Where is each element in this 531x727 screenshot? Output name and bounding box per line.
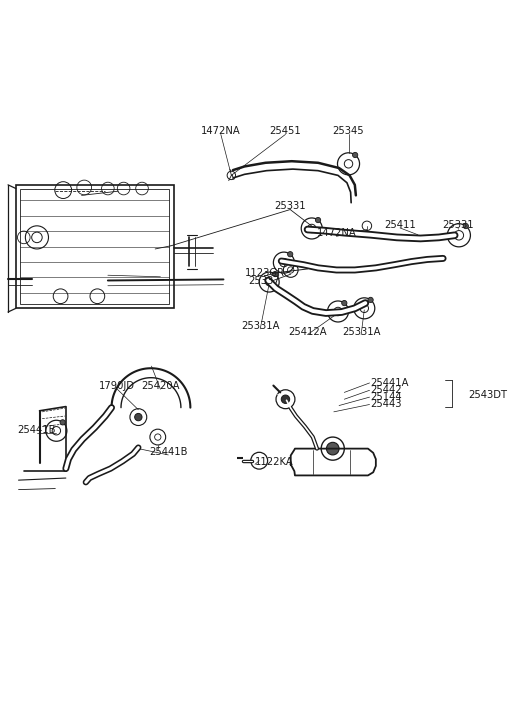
Text: 25420A: 25420A [141,381,179,391]
Circle shape [353,153,358,158]
Bar [20,189,169,304]
Circle shape [135,414,142,421]
Text: 25144: 25144 [371,392,402,402]
Bar [16,185,174,308]
Text: 25331A: 25331A [241,321,279,331]
Circle shape [276,390,295,409]
Text: 25331A: 25331A [342,327,380,337]
Circle shape [272,271,278,277]
Text: 25441A: 25441A [371,378,409,388]
Text: 2543DT: 2543DT [468,390,507,400]
Text: 25331: 25331 [442,220,474,230]
Text: 25412A: 25412A [288,327,327,337]
Text: 25443: 25443 [371,399,402,409]
Circle shape [281,395,290,403]
Text: 25345: 25345 [333,126,364,136]
Text: 25441B: 25441B [149,447,187,457]
Circle shape [321,437,344,460]
Text: 25441B: 25441B [18,425,56,435]
Text: 25331: 25331 [275,201,306,211]
Text: 25411: 25411 [384,220,416,230]
Circle shape [463,223,468,229]
Circle shape [315,217,321,222]
Circle shape [327,442,339,455]
Circle shape [288,252,293,257]
Circle shape [130,409,147,425]
Text: 1472NA: 1472NA [201,126,241,136]
Circle shape [341,300,347,305]
Text: 1790JD: 1790JD [99,381,135,391]
Text: 1122KA: 1122KA [255,457,294,467]
Text: 25442: 25442 [371,385,402,395]
Text: 1123GR: 1123GR [244,268,285,278]
Circle shape [368,297,373,302]
Text: 25451: 25451 [270,126,301,136]
Text: 25337: 25337 [249,276,280,286]
Circle shape [60,419,65,425]
Text: 1472NA: 1472NA [316,228,356,238]
